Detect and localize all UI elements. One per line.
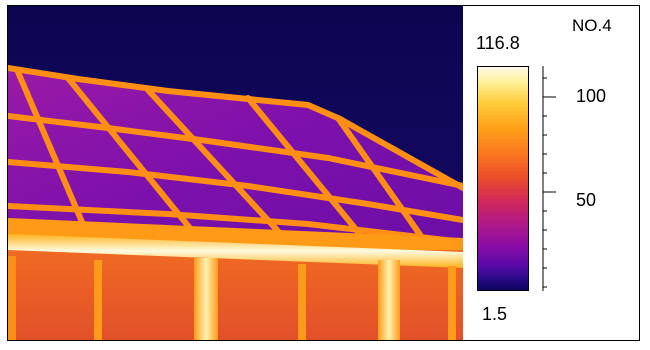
eave-line xyxy=(8,234,463,268)
scale-max-label: 116.8 xyxy=(476,33,520,53)
scale-tick-50: 50 xyxy=(576,190,597,210)
thermal-viewer: NO.4 116.8 100 50 1.5 xyxy=(7,5,640,341)
image-id-label: NO.4 xyxy=(572,16,612,35)
scale-ticks xyxy=(542,66,556,291)
scale-min-label: 1.5 xyxy=(482,304,508,324)
color-scale-bar xyxy=(477,66,529,291)
thermal-image xyxy=(8,6,463,340)
scale-tick-100: 100 xyxy=(576,86,607,106)
roof-region xyxy=(8,66,463,256)
roof-mullions xyxy=(8,65,463,249)
wall-posts xyxy=(8,256,456,340)
